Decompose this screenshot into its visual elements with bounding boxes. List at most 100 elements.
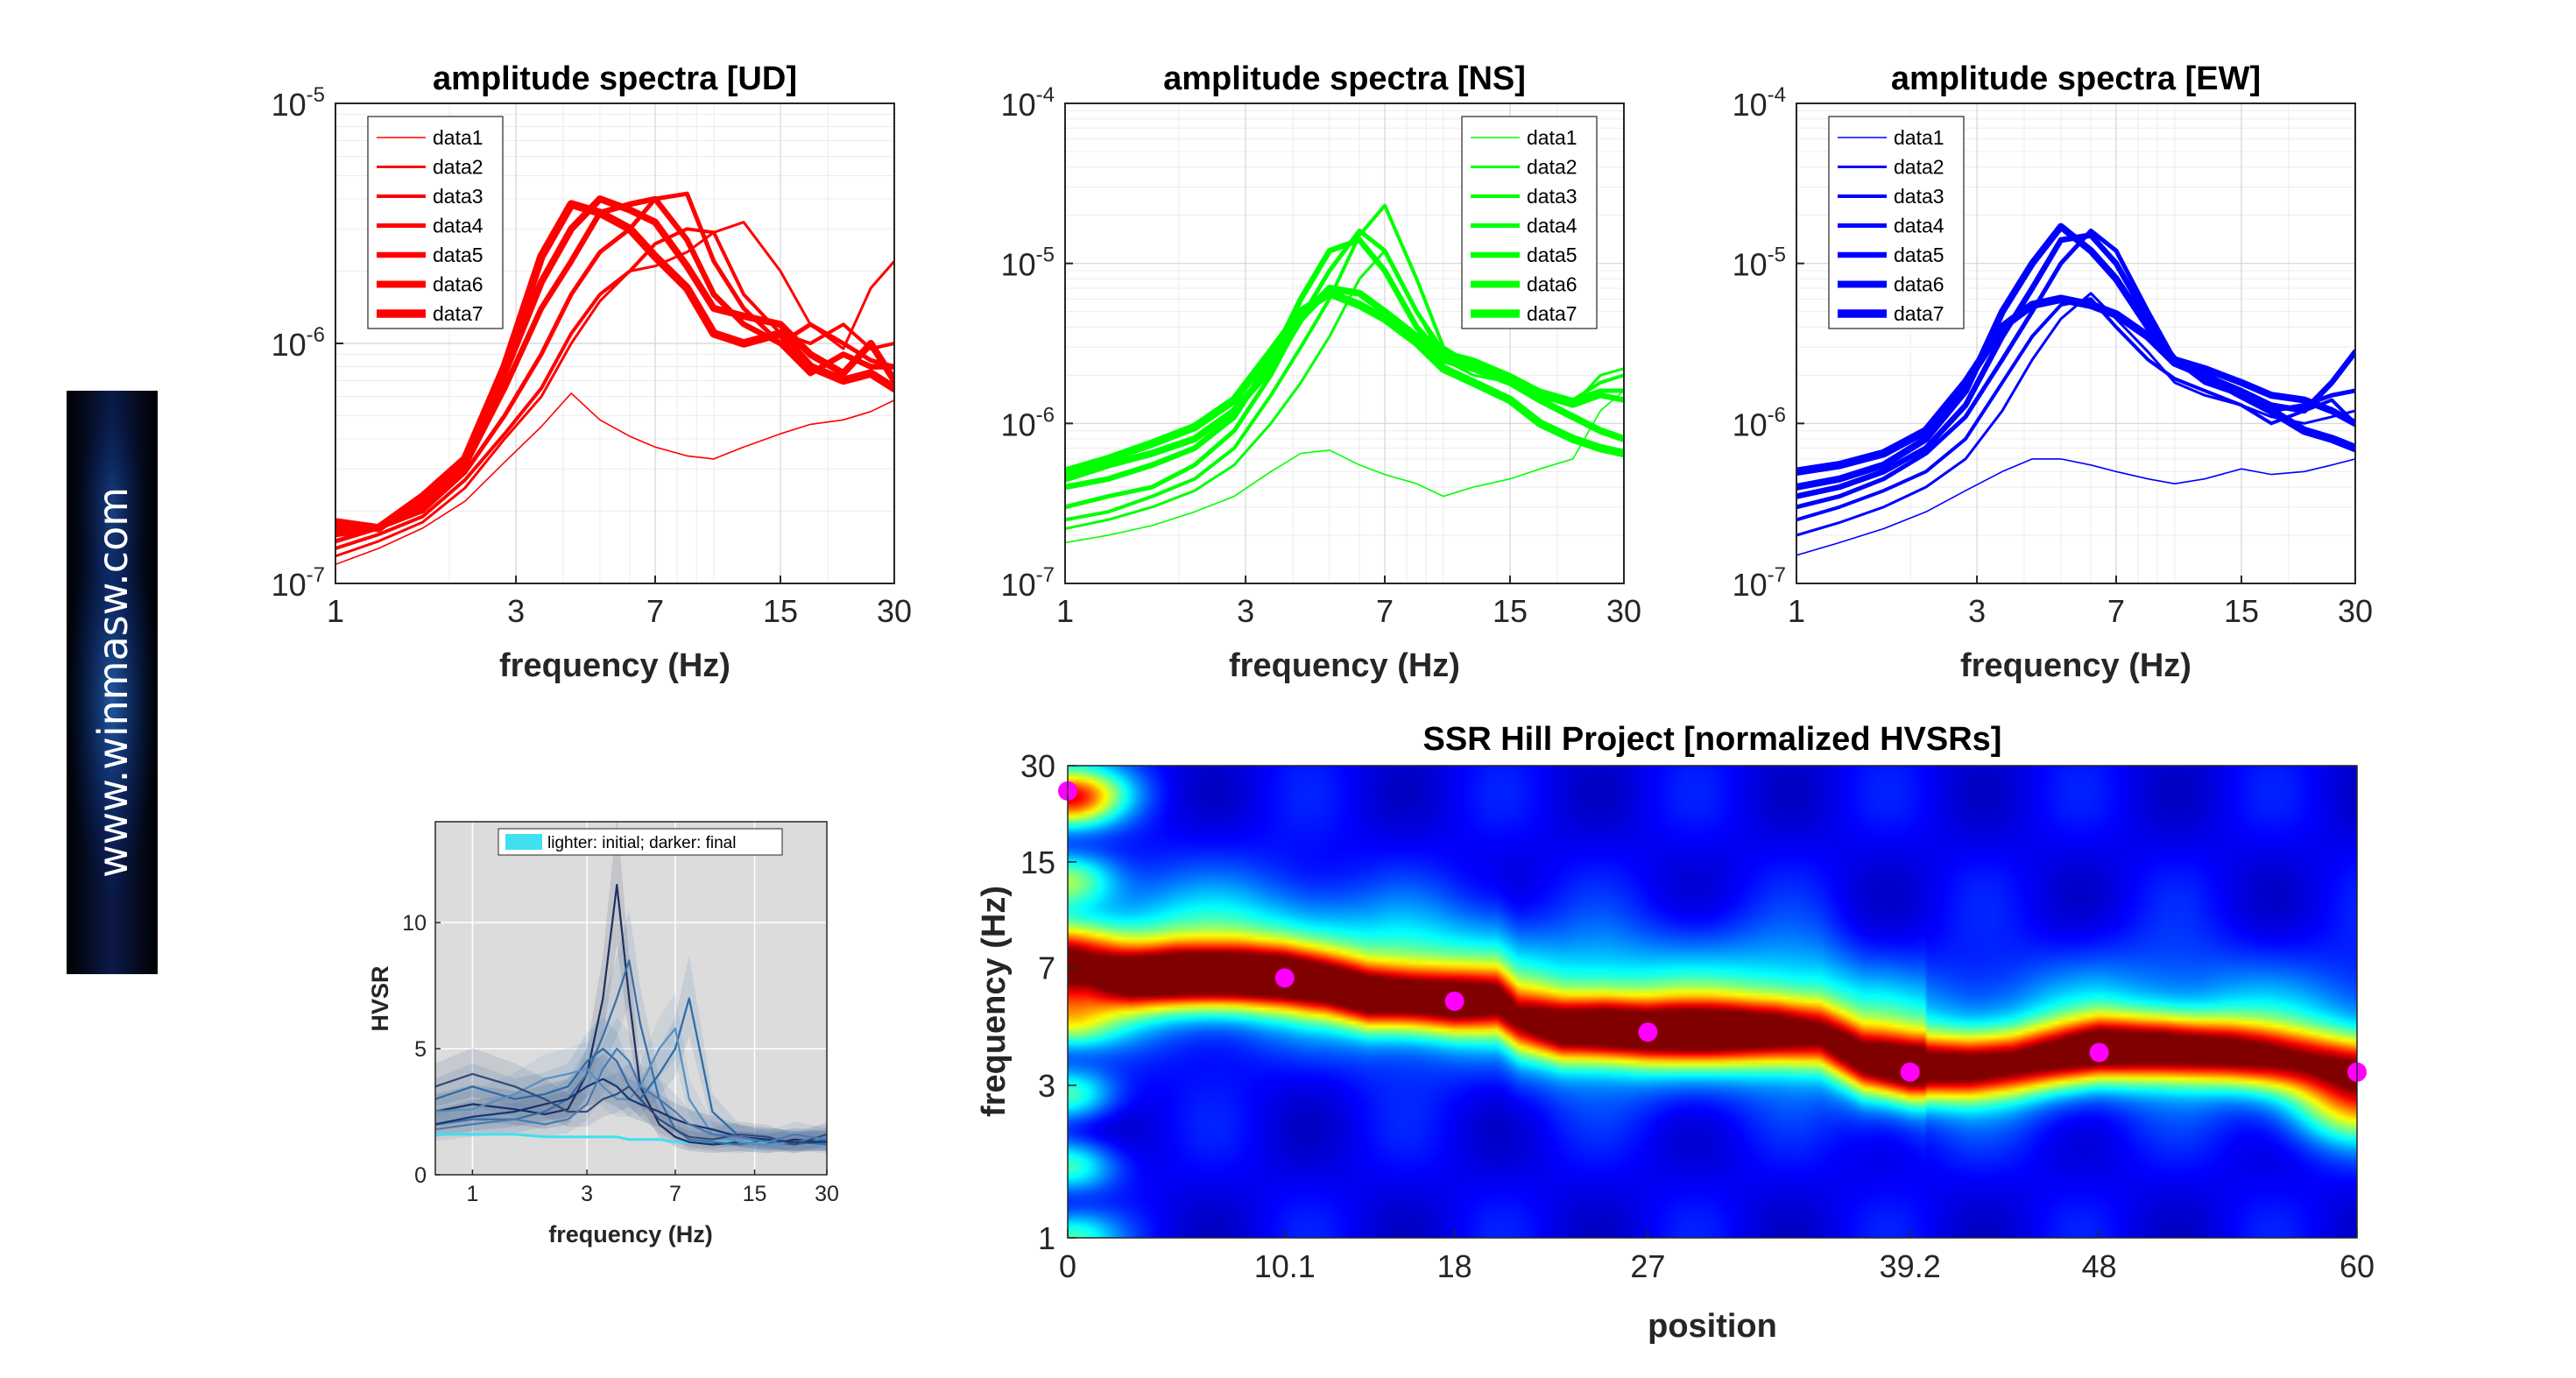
ns-ytick-exp: -5	[1036, 244, 1055, 267]
ud-ytick-base: 10	[272, 567, 307, 603]
ud-ytick-base: 10	[272, 327, 307, 363]
ud-ytick-base: 10	[272, 87, 307, 123]
hvsr-band-1	[435, 909, 827, 1154]
ud-series-lines	[335, 191, 894, 566]
ud-xtick-label: 3	[507, 593, 525, 629]
ew-axes-box	[1796, 102, 2356, 584]
hvsr-curve-2	[435, 959, 827, 1146]
hvsr-legend-swatch	[505, 834, 542, 850]
ud-legend-label-data7: data7	[433, 302, 483, 325]
ew-series-data7	[1796, 294, 2355, 477]
ns-ytick-label: 10-7	[1001, 563, 1055, 603]
hvsr-panel: 1 3 7 15 30 0 5 10 frequency (Hz) HVSR lighter:…	[367, 821, 839, 1247]
hvsr-ticks: 1 3 7 15 30 0 5 10	[402, 911, 839, 1206]
ew-legend-label-data7: data7	[1894, 302, 1944, 325]
hvsr-plot-area	[435, 822, 827, 1175]
ew-xtick-label: 30	[2338, 593, 2373, 629]
ns-xtick-label: 15	[1493, 593, 1528, 629]
ud-legend-label-data1: data1	[433, 126, 483, 149]
ud-series-data3	[335, 227, 894, 550]
heatmap-xtick-label: 10.1	[1254, 1248, 1316, 1284]
ns-series-data5	[1065, 237, 1624, 491]
ew-legend-box	[1828, 116, 1965, 329]
hvsr-band-0	[435, 822, 827, 1154]
ew-ytick-label: 10-6	[1733, 403, 1786, 442]
ud-xtick-label: 15	[763, 593, 798, 629]
ew-xtick-label: 15	[2224, 593, 2259, 629]
ud-legend-label-data6: data6	[433, 273, 483, 296]
ns-ytick-label: 10-4	[1001, 83, 1055, 123]
ew-ytick-base: 10	[1733, 567, 1768, 603]
ns-ytick-exp: -6	[1036, 403, 1055, 427]
hvsr-legend: lighter: initial; darker: final	[498, 828, 783, 856]
ud-legend-label-data2: data2	[433, 156, 483, 179]
ew-xtick-label: 7	[2107, 593, 2125, 629]
ns-ytick-exp: -7	[1036, 563, 1055, 587]
ns-legend-label-data1: data1	[1527, 126, 1577, 149]
heatmap-peak-marker-4	[1900, 1062, 1920, 1082]
ns-legend-box	[1461, 116, 1598, 329]
heatmap-ylabel: frequency (Hz)	[976, 886, 1013, 1117]
hvsr-xtick-label: 30	[815, 1182, 839, 1206]
heatmap-xtick-label: 18	[1437, 1248, 1472, 1284]
ud-series-data7	[335, 200, 894, 533]
ud-xtick-label: 30	[877, 593, 912, 629]
hvsr-xtick-label: 7	[669, 1182, 681, 1206]
ns-legend-label-data3: data3	[1527, 185, 1577, 208]
heatmap-xtick-label: 60	[2340, 1248, 2375, 1284]
ew-series-data6	[1796, 223, 2355, 491]
hvsr-band-2	[435, 955, 827, 1154]
ns-ytick-base: 10	[1001, 87, 1036, 123]
ud-ytick-exp: -5	[307, 83, 325, 107]
ns-xtick-label: 3	[1237, 593, 1254, 629]
hvsr-ytick-label: 0	[414, 1163, 427, 1188]
ew-xlabel: frequency (Hz)	[1960, 647, 2191, 684]
hvsr-legend-label: lighter: initial; darker: final	[547, 834, 736, 852]
heatmap-panel: 0 10.1 18 27 39.2 48 60 1 3 7 15 30 SSR Hill Projec…	[976, 721, 2375, 1345]
watermark-text: www.winmasw.com	[89, 487, 137, 878]
ud-ytick-exp: -7	[307, 563, 325, 587]
ud-series-data1	[335, 392, 894, 566]
hvsr-ytick-label: 5	[414, 1037, 427, 1062]
ud-legend-label-data4: data4	[433, 215, 483, 237]
ew-ytick-exp: -5	[1768, 244, 1786, 267]
heatmap-xlabel: position	[1648, 1308, 1777, 1345]
ew-legend-label-data3: data3	[1894, 185, 1944, 208]
heatmap-peak-marker-2	[1444, 991, 1464, 1011]
hvsr-xlabel: frequency (Hz)	[548, 1221, 713, 1247]
ns-legend-label-data5: data5	[1527, 244, 1577, 266]
ns-series-lines	[1065, 203, 1624, 544]
hvsr-legend-box	[498, 828, 783, 856]
hvsr-curve-6	[435, 1072, 827, 1146]
ns-series-data1	[1065, 390, 1624, 544]
hvsr-series-lines	[435, 822, 827, 1154]
ns-ytick-label: 10-6	[1001, 403, 1055, 442]
ns-xtick-label: 1	[1056, 593, 1074, 629]
ew-title: amplitude spectra [EW]	[1891, 60, 2261, 97]
ns-legend: data1 data2 data3 data4 data5 data6 data7	[1461, 116, 1598, 329]
ns-xtick-label: 7	[1376, 593, 1394, 629]
ud-xtick-label: 7	[646, 593, 664, 629]
ud-legend: data1 data2 data3 data4 data5 data6 data7	[367, 116, 504, 329]
ns-xtick-label: 30	[1606, 593, 1641, 629]
ew-xtick-label: 3	[1968, 593, 1986, 629]
heatmap-title: SSR Hill Project [normalized HVSRs]	[1423, 721, 2002, 758]
ns-series-data4	[1065, 228, 1624, 510]
hvsr-axes-box	[434, 821, 828, 1176]
heatmap-ytick-label: 30	[1020, 748, 1055, 784]
ns-ytick-base: 10	[1001, 406, 1036, 442]
ew-series-data5	[1796, 232, 2355, 499]
ew-ytick-label: 10-7	[1733, 563, 1786, 603]
ud-legend-box	[367, 116, 504, 329]
hvsr-band-6	[435, 1017, 827, 1151]
heatmap-ytick-label: 15	[1020, 844, 1055, 880]
ew-ytick-label: 10-5	[1733, 244, 1786, 283]
hvsr-ytick-label: 10	[402, 911, 427, 936]
ud-legend-label-data5: data5	[433, 244, 483, 266]
ew-legend-label-data4: data4	[1894, 215, 1944, 237]
ew-ytick-exp: -7	[1768, 563, 1786, 587]
ud-title: amplitude spectra [UD]	[433, 60, 797, 97]
ew-ytick-base: 10	[1733, 406, 1768, 442]
